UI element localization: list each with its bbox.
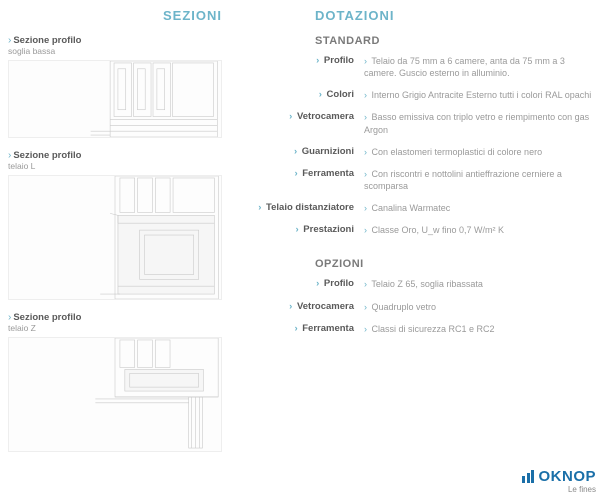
section-item: ›Sezione profilo soglia bassa [8, 35, 222, 138]
caret-icon: › [8, 312, 11, 323]
spec-value: › Con riscontri e nottolini antieffrazio… [360, 168, 592, 192]
brand-tagline: Le fines [522, 485, 596, 494]
spec-row: › Vetrocamera› Basso emissiva con triplo… [245, 111, 592, 135]
spec-row: › Guarnizioni› Con elastomeri termoplast… [245, 146, 592, 158]
spec-label: › Profilo [245, 55, 360, 79]
opzioni-specs: › Profilo› Telaio Z 65, soglia ribassata… [245, 278, 592, 334]
dotazioni-column: DOTAZIONI STANDARD › Profilo› Telaio da … [230, 0, 600, 500]
spec-row: › Ferramenta› Classi di sicurezza RC1 e … [245, 323, 592, 335]
spec-value: › Telaio Z 65, soglia ribassata [360, 278, 592, 290]
page-container: SEZIONI ›Sezione profilo soglia bassa [0, 0, 600, 500]
profile-drawing-3 [8, 337, 222, 452]
caret-icon: › [8, 150, 11, 161]
spec-label: › Profilo [245, 278, 360, 290]
spec-value: › Basso emissiva con triplo vetro e riem… [360, 111, 592, 135]
profile-drawing-1 [8, 60, 222, 138]
section-label: ›Sezione profilo telaio L [8, 150, 222, 171]
brand-block: OKNOP Le fines [522, 468, 596, 494]
opzioni-header: OPZIONI [245, 246, 592, 278]
spec-label: › Vetrocamera [245, 111, 360, 135]
spec-row: › Profilo› Telaio da 75 mm a 6 camere, a… [245, 55, 592, 79]
spec-label: › Ferramenta [245, 323, 360, 335]
spec-label: › Prestazioni [245, 224, 360, 236]
spec-label: › Vetrocamera [245, 301, 360, 313]
spec-value: › Canalina Warmatec [360, 202, 592, 214]
spec-label: › Guarnizioni [245, 146, 360, 158]
spec-row: › Colori› Interno Grigio Antracite Ester… [245, 89, 592, 101]
spec-value: › Interno Grigio Antracite Esterno tutti… [360, 89, 592, 101]
section-label: ›Sezione profilo telaio Z [8, 312, 222, 333]
brand-name: OKNOP [522, 468, 596, 485]
section-item: ›Sezione profilo telaio Z [8, 312, 222, 452]
caret-icon: › [8, 35, 11, 46]
spec-row: › Profilo› Telaio Z 65, soglia ribassata [245, 278, 592, 290]
spec-row: › Telaio distanziatore› Canalina Warmate… [245, 202, 592, 214]
sezioni-header: SEZIONI [8, 0, 222, 35]
spec-row: › Ferramenta› Con riscontri e nottolini … [245, 168, 592, 192]
spec-label: › Ferramenta [245, 168, 360, 192]
sezioni-column: SEZIONI ›Sezione profilo soglia bassa [0, 0, 230, 500]
section-item: ›Sezione profilo telaio L [8, 150, 222, 300]
spec-row: › Vetrocamera› Quadruplo vetro [245, 301, 592, 313]
spec-row: › Prestazioni› Classe Oro, U_w fino 0,7 … [245, 224, 592, 236]
dotazioni-header: DOTAZIONI [245, 0, 592, 35]
spec-value: › Con elastomeri termoplastici di colore… [360, 146, 592, 158]
spec-value: › Telaio da 75 mm a 6 camere, anta da 75… [360, 55, 592, 79]
spec-value: › Classe Oro, U_w fino 0,7 W/m² K [360, 224, 592, 236]
section-label: ›Sezione profilo soglia bassa [8, 35, 222, 56]
spec-label: › Colori [245, 89, 360, 101]
spec-label: › Telaio distanziatore [245, 202, 360, 214]
standard-header: STANDARD [245, 35, 592, 55]
brand-bars-icon [522, 470, 534, 483]
profile-drawing-2 [8, 175, 222, 300]
spec-value: › Quadruplo vetro [360, 301, 592, 313]
spec-value: › Classi di sicurezza RC1 e RC2 [360, 323, 592, 335]
standard-specs: › Profilo› Telaio da 75 mm a 6 camere, a… [245, 55, 592, 236]
